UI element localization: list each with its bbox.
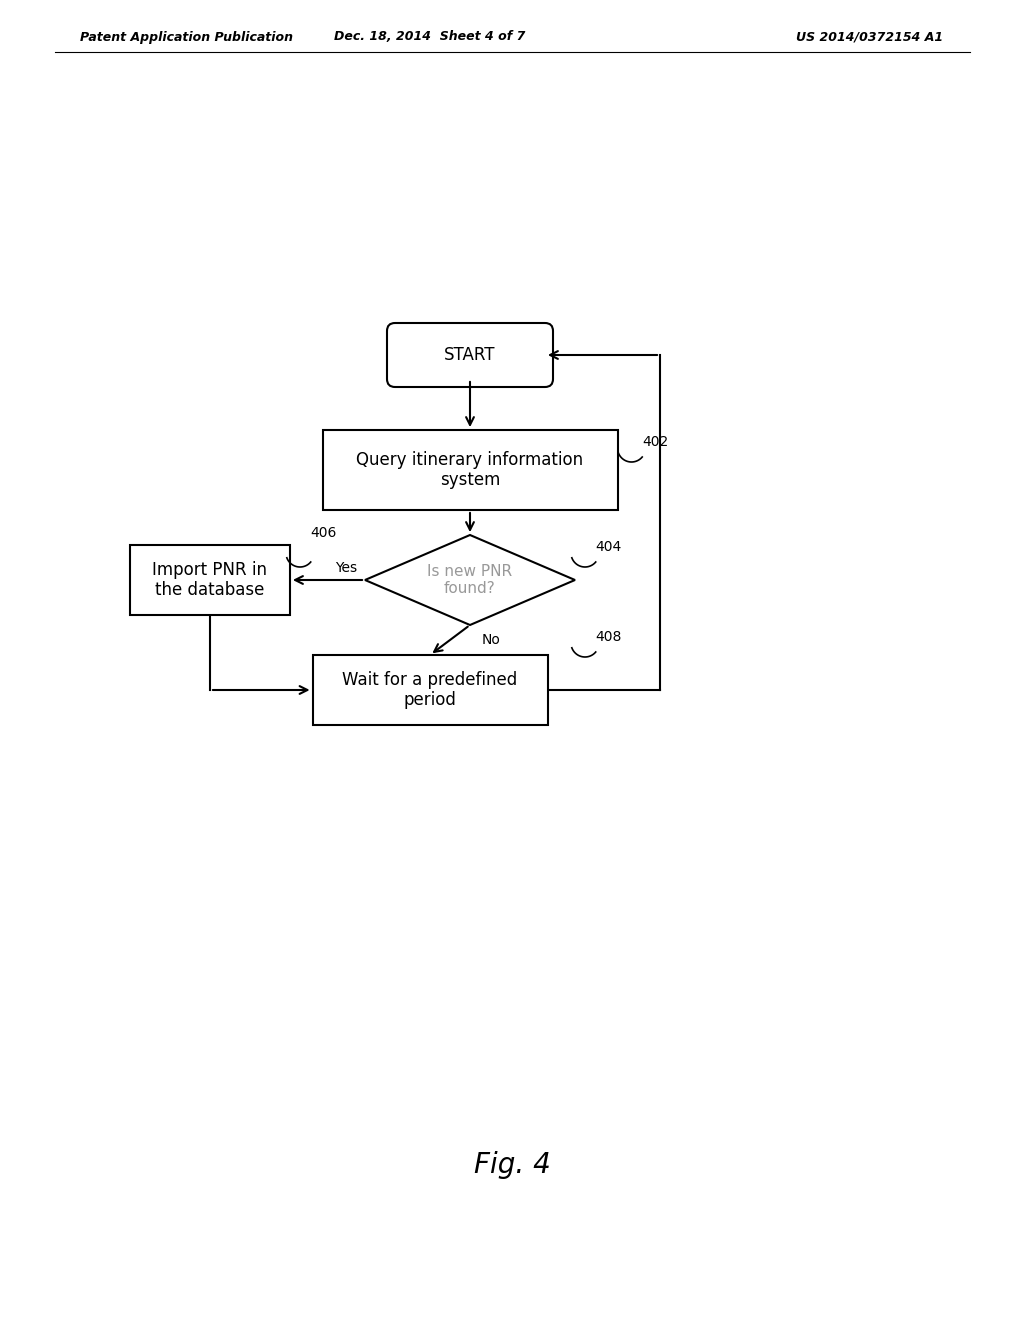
Bar	[312, 655, 548, 725]
Text: Patent Application Publication: Patent Application Publication	[80, 30, 293, 44]
Text: Is new PNR
found?: Is new PNR found?	[427, 564, 513, 597]
Text: 408: 408	[595, 630, 622, 644]
Text: 402: 402	[642, 436, 669, 449]
Text: 406: 406	[310, 525, 336, 540]
Text: Fig. 4: Fig. 4	[474, 1151, 550, 1179]
Text: 404: 404	[595, 540, 622, 554]
Bar	[130, 545, 290, 615]
Bar	[323, 430, 617, 510]
Text: Yes: Yes	[335, 561, 357, 576]
Text: Import PNR in
the database: Import PNR in the database	[153, 561, 267, 599]
Text: Query itinerary information
system: Query itinerary information system	[356, 450, 584, 490]
Text: Dec. 18, 2014  Sheet 4 of 7: Dec. 18, 2014 Sheet 4 of 7	[334, 30, 525, 44]
Text: No: No	[482, 634, 501, 647]
FancyBboxPatch shape	[387, 323, 553, 387]
Polygon shape	[365, 535, 575, 624]
Text: Wait for a predefined
period: Wait for a predefined period	[342, 671, 517, 709]
Text: START: START	[444, 346, 496, 364]
Text: US 2014/0372154 A1: US 2014/0372154 A1	[797, 30, 943, 44]
